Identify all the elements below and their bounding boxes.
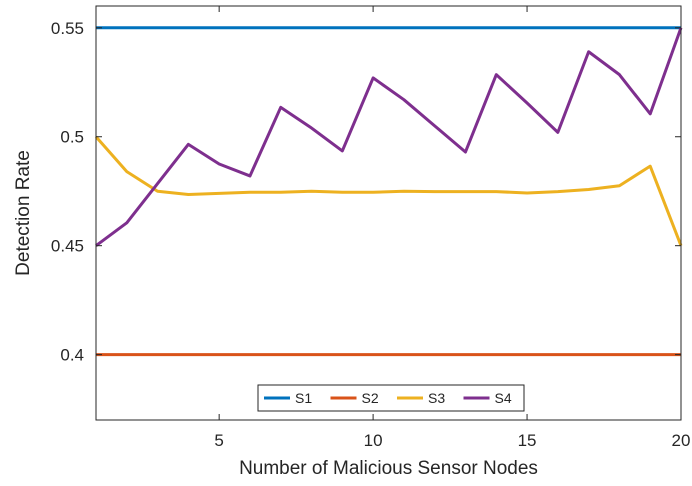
- legend-label: S3: [428, 390, 445, 406]
- axes-box: [95, 5, 682, 421]
- legend: S1 S2 S3 S4: [257, 384, 525, 412]
- x-tick-label: 5: [214, 431, 223, 450]
- series-line-s4: [95, 27, 683, 247]
- legend-item-s4: S4: [463, 390, 512, 406]
- x-axis-label: Number of Malicious Sensor Nodes: [239, 458, 538, 479]
- plot-background: [96, 6, 681, 420]
- x-tick-label: 20: [672, 431, 691, 450]
- legend-item-s1: S1: [264, 390, 312, 406]
- x-tick-label: 15: [518, 431, 537, 450]
- y-axis-label: Detection Rate: [13, 150, 34, 276]
- y-tick-label: 0.4: [60, 346, 84, 365]
- legend-label: S2: [362, 390, 379, 406]
- y-tick-label: 0.5: [60, 128, 84, 147]
- series-line-s3: [94, 135, 683, 247]
- plot-area: [96, 6, 681, 420]
- axes-layer: [95, 5, 682, 421]
- series-layer: [94, 26, 683, 357]
- y-tick-label: 0.45: [51, 237, 84, 256]
- legend-label: S1: [295, 390, 312, 406]
- ticks-layer: 5 10 15 20 0.4 0.45 0.5 0.55: [51, 6, 691, 450]
- legend-label: S4: [495, 390, 512, 406]
- legend-item-s2: S2: [330, 390, 379, 406]
- legend-item-s3: S3: [397, 390, 445, 406]
- y-tick-label: 0.55: [51, 19, 84, 38]
- x-tick-label: 10: [364, 431, 383, 450]
